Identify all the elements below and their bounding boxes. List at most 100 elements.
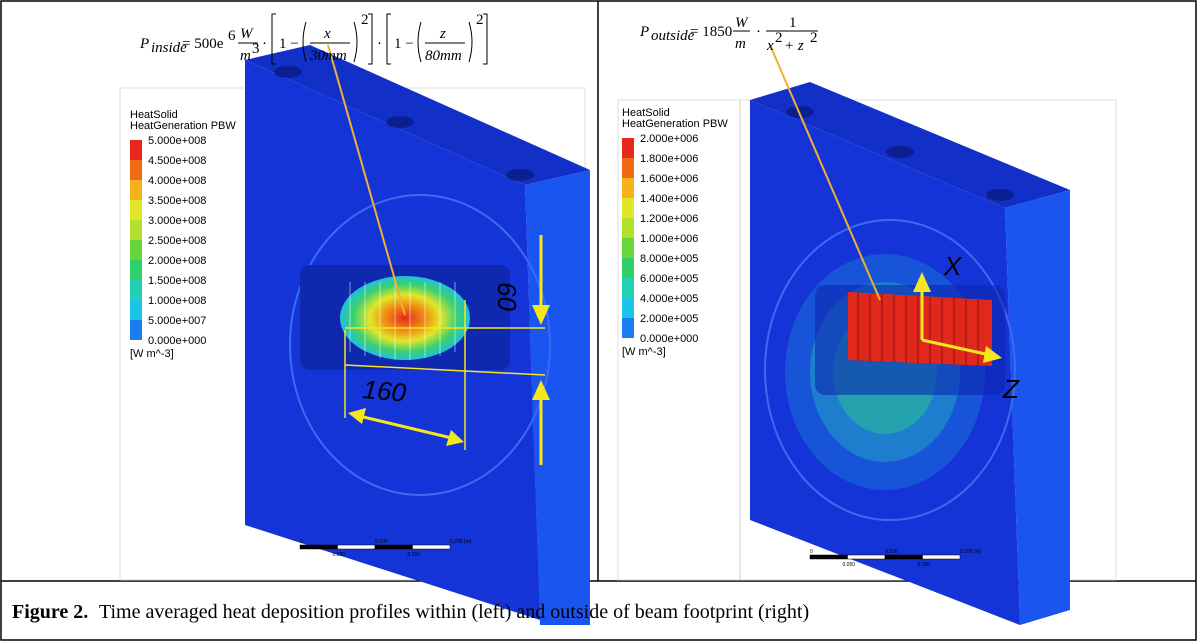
eq-sub: inside	[151, 40, 187, 56]
window-ring	[764, 219, 1016, 521]
legend-level: 1.800e+006	[640, 153, 698, 165]
legend-level: 4.000e+008	[148, 175, 206, 187]
scale-segment	[374, 544, 413, 550]
scale-segment	[809, 554, 848, 560]
legend-subtitle: HeatGeneration PBW	[130, 120, 236, 132]
eq-op: ·	[262, 36, 267, 52]
legend-swatch	[622, 138, 634, 158]
legend-level: 1.500e+008	[148, 275, 206, 287]
eq-den: 80mm	[425, 48, 462, 64]
fins	[857, 293, 979, 366]
legend-swatch	[130, 320, 142, 340]
fins	[349, 282, 456, 360]
block-top	[245, 45, 590, 185]
scale-label: 0.200 (m)	[960, 549, 982, 555]
paren	[353, 21, 358, 63]
dimension-label: 60	[492, 282, 522, 311]
legend-swatch	[130, 220, 142, 240]
hole	[886, 146, 914, 158]
scale-label: 0.050	[333, 552, 346, 558]
legend-level: 2.000e+006	[640, 133, 698, 145]
legend-subtitle: HeatGeneration PBW	[622, 118, 728, 130]
axis-arrows	[769, 44, 1002, 363]
legend-swatch	[622, 298, 634, 318]
eq-sub: outside	[651, 28, 695, 44]
eq-symbol: P	[139, 36, 149, 52]
caption-text: Time averaged heat deposition profiles w…	[99, 601, 809, 623]
legend-level: 2.000e+005	[640, 313, 698, 325]
eq-num: z	[439, 26, 446, 42]
legend-level: 3.500e+008	[148, 195, 206, 207]
legend-swatch	[622, 278, 634, 298]
scale-label: 0.050	[843, 562, 856, 568]
scale-segment	[847, 554, 886, 560]
eq-den: x	[766, 38, 774, 54]
eq-op: ·	[377, 36, 382, 52]
bracket	[368, 13, 373, 65]
legend-swatch	[130, 180, 142, 200]
legend-swatch	[130, 300, 142, 320]
scale-label: 0.100	[375, 539, 388, 545]
hot-spot	[340, 276, 470, 360]
equation: P inside = 500e 6 W m 3 · 1 − x 30mm 2 ·…	[139, 12, 488, 65]
paren	[468, 21, 473, 63]
legend-swatch	[622, 158, 634, 178]
scale-segment	[922, 554, 961, 560]
hole	[386, 116, 414, 128]
hole	[274, 66, 302, 78]
legend-level: 1.400e+006	[640, 193, 698, 205]
legend-swatch	[130, 200, 142, 220]
eq-sup: 6	[228, 28, 236, 44]
eq-symbol: P	[639, 24, 649, 40]
legend-swatch	[622, 178, 634, 198]
eq-den: + z	[784, 38, 804, 54]
legend-swatch	[130, 140, 142, 160]
scale-label: 0.100	[885, 549, 898, 555]
scale-label: 0.200 (m)	[450, 539, 472, 545]
eq-num: 1	[789, 15, 797, 31]
legend-level: 0.000e+000	[148, 335, 206, 347]
legend-swatch	[622, 318, 634, 338]
legend-level: 2.000e+008	[148, 255, 206, 267]
eq-sup: 2	[361, 12, 369, 28]
legend-level: 1.000e+008	[148, 295, 206, 307]
eq-den: m	[240, 48, 251, 64]
caption: Figure 2. Time averaged heat deposition …	[12, 601, 809, 623]
legend-title: HeatSolid	[130, 109, 178, 121]
eq-num: W	[735, 15, 749, 31]
bracket	[386, 13, 391, 65]
scale-segment	[337, 544, 376, 550]
block-top	[750, 82, 1070, 208]
window-ring	[289, 194, 551, 496]
legend-level: 2.500e+008	[148, 235, 206, 247]
paren	[302, 21, 307, 63]
legend-swatch	[622, 258, 634, 278]
legend-unit: [W m^-3]	[130, 348, 174, 360]
eq-text: 1 −	[394, 36, 414, 52]
scale-label: 0	[300, 539, 303, 545]
hole	[786, 106, 814, 118]
legend-swatch	[622, 218, 634, 238]
eq-text: 1 −	[279, 36, 299, 52]
eq-op: ·	[756, 24, 761, 40]
bracket	[271, 13, 276, 65]
bracket	[483, 13, 488, 65]
legend-level: 4.000e+005	[640, 293, 698, 305]
eq-sup: 2	[476, 12, 484, 28]
legend-level: 6.000e+005	[640, 273, 698, 285]
eq-den: 30mm	[309, 48, 347, 64]
legend-level: 4.500e+008	[148, 155, 206, 167]
scale-label: 0.150	[918, 562, 931, 568]
legend-level: 1.600e+006	[640, 173, 698, 185]
scale-label: 0	[810, 549, 813, 555]
eq-den: m	[735, 36, 746, 52]
hole	[506, 169, 534, 181]
legend-swatch	[130, 240, 142, 260]
eq-sup: 2	[810, 30, 818, 46]
legend-swatch	[130, 260, 142, 280]
